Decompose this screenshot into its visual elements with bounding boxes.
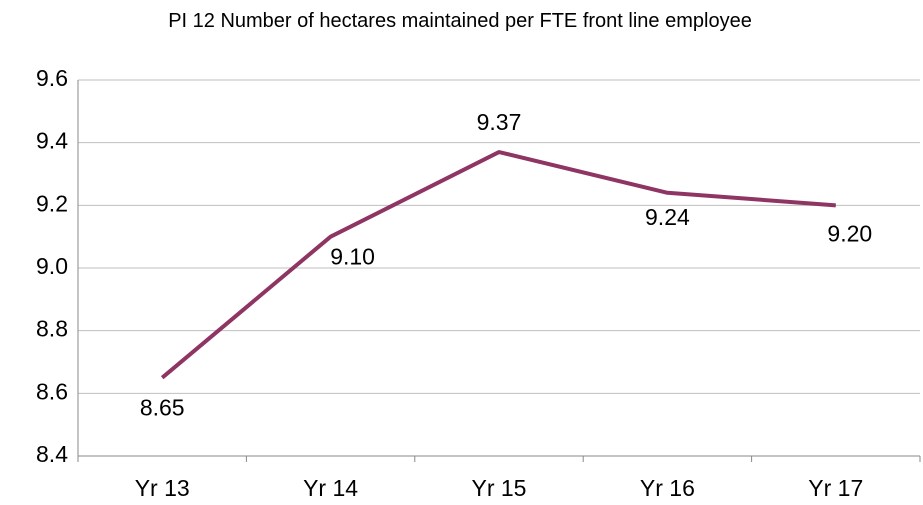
x-tick-label: Yr 16 [640, 475, 695, 501]
y-tick-label: 9.2 [36, 190, 68, 216]
x-tick-label: Yr 17 [808, 475, 863, 501]
y-tick-label: 9.4 [36, 128, 68, 154]
data-label: 8.65 [140, 395, 185, 421]
data-label: 9.24 [645, 204, 690, 230]
y-tick-label: 9.0 [36, 253, 68, 279]
y-tick-label: 8.6 [36, 378, 68, 404]
data-label: 9.37 [477, 109, 522, 135]
data-label: 9.10 [330, 244, 375, 270]
y-tick-label: 8.4 [36, 441, 68, 467]
x-tick-label: Yr 14 [303, 475, 358, 501]
x-tick-label: Yr 13 [135, 475, 190, 501]
series-line [160, 150, 836, 380]
y-tick-label: 8.8 [36, 316, 68, 342]
chart-title: PI 12 Number of hectares maintained per … [168, 10, 752, 32]
data-label: 9.20 [827, 220, 872, 246]
y-tick-label: 9.6 [36, 65, 68, 91]
x-tick-label: Yr 15 [472, 475, 527, 501]
